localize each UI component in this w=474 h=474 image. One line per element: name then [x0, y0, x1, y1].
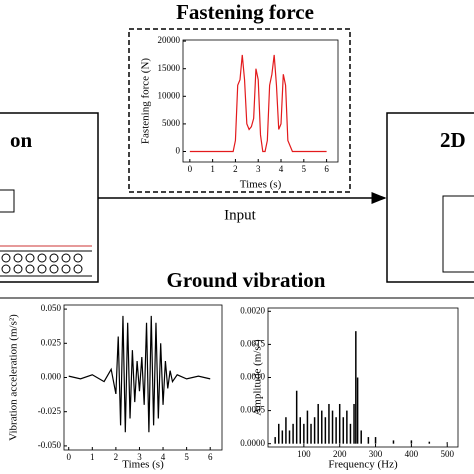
- x-tick-label: 2: [114, 452, 119, 462]
- y-tick-label: 0.050: [41, 303, 62, 313]
- y-tick-label: 10000: [158, 90, 181, 100]
- y-tick-label: -0.050: [38, 440, 62, 450]
- y-tick-label: 0.025: [41, 337, 62, 347]
- fastening-title: Fastening force: [176, 0, 314, 24]
- ground-title: Ground vibration: [167, 268, 326, 292]
- x-tick-label: 500: [440, 449, 454, 459]
- y-tick-label: 5000: [162, 118, 181, 128]
- data-line: [68, 315, 211, 433]
- x-axis-label: Times (s): [122, 459, 164, 471]
- x-tick-label: 6: [208, 452, 213, 462]
- plot-frame: [182, 39, 339, 163]
- y-tick-label: 0: [176, 146, 181, 156]
- x-tick-label: 1: [90, 452, 95, 462]
- x-tick-label: 400: [405, 449, 419, 459]
- x-tick-label: 4: [161, 452, 166, 462]
- y-axis-label: Fastening force (N): [140, 58, 152, 144]
- x-tick-label: 1: [210, 164, 215, 174]
- x-tick-label: 0: [188, 164, 193, 174]
- y-tick-label: 15000: [158, 63, 181, 73]
- left-inner-rect: [0, 189, 15, 213]
- y-tick-label: 0.0020: [240, 305, 265, 315]
- x-tick-label: 4: [279, 164, 284, 174]
- x-tick-label: 3: [137, 452, 142, 462]
- x-tick-label: 6: [324, 164, 329, 174]
- track-sketch: [0, 245, 92, 277]
- right-inner-rect: [442, 195, 474, 273]
- x-tick-label: 100: [297, 449, 311, 459]
- y-tick-label: 0.0000: [240, 438, 265, 448]
- x-tick-label: 2: [233, 164, 238, 174]
- y-tick-label: 0.0005: [240, 405, 265, 415]
- x-tick-label: 200: [333, 449, 347, 459]
- x-tick-label: 300: [369, 449, 383, 459]
- data-line: [189, 54, 327, 153]
- y-tick-label: -0.025: [38, 406, 62, 416]
- x-tick-label: 5: [184, 452, 189, 462]
- x-tick-label: 0: [66, 452, 71, 462]
- y-axis-label: Vibration acceleration (m/s²): [8, 314, 20, 441]
- y-tick-label: 0.0010: [240, 372, 265, 382]
- y-tick-label: 0.000: [41, 372, 62, 382]
- right-box-label: 2D: [440, 128, 466, 152]
- x-tick-label: 5: [302, 164, 307, 174]
- arrow-label: Input: [224, 207, 256, 223]
- y-tick-label: 20000: [158, 35, 181, 45]
- y-tick-label: 0.0015: [240, 338, 265, 348]
- x-axis-label: Frequency (Hz): [328, 459, 398, 471]
- dashed-box: [128, 28, 351, 193]
- x-axis-label: Times (s): [240, 179, 282, 191]
- right-box: [386, 112, 474, 283]
- left-box-label: on: [10, 128, 33, 152]
- y-axis-label: Amplitude (m/s²): [252, 339, 264, 416]
- x-tick-label: 3: [256, 164, 261, 174]
